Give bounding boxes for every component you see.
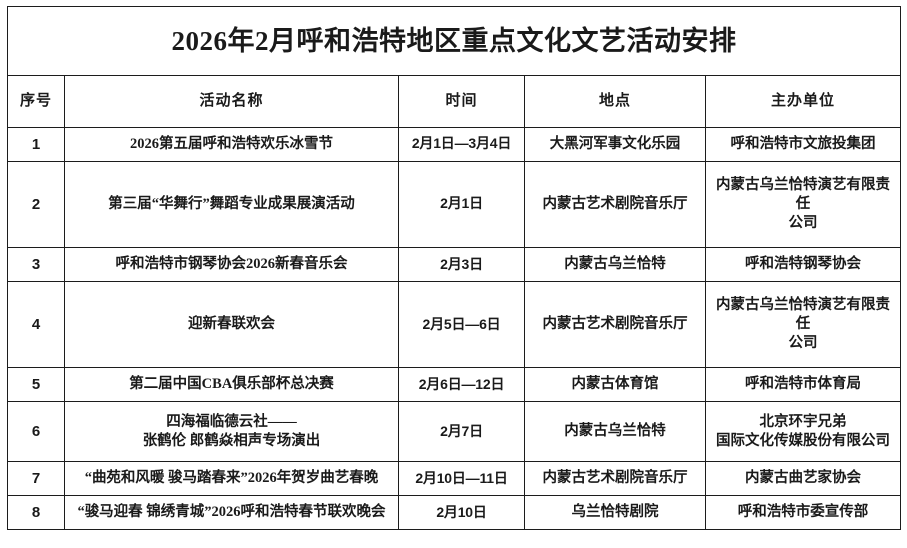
cell-name: 2026第五届呼和浩特欢乐冰雪节 — [64, 127, 399, 162]
column-header-place: 地点 — [524, 75, 706, 128]
table-row: 3 呼和浩特市钢琴协会2026新春音乐会 2月3日 内蒙古乌兰恰特 呼和浩特钢琴协会 — [7, 247, 902, 282]
cell-place: 内蒙古艺术剧院音乐厅 — [524, 461, 706, 497]
schedule-table: 2026年2月呼和浩特地区重点文化文艺活动安排 序号 活动名称 时间 地点 主办单位 1… — [6, 6, 902, 530]
cell-place: 乌兰恰特剧院 — [524, 495, 706, 530]
cell-org: 呼和浩特钢琴协会 — [704, 247, 902, 282]
cell-line: 张鹤伦 郎鹤焱相声专场演出 — [142, 433, 321, 450]
cell-org: 内蒙古乌兰恰特演艺有限责任公司 — [704, 160, 902, 249]
cell-seq: 1 — [7, 127, 65, 162]
page-title: 2026年2月呼和浩特地区重点文化文艺活动安排 — [6, 6, 902, 76]
cell-place: 内蒙古体育馆 — [524, 367, 706, 402]
cell-seq: 4 — [7, 280, 65, 369]
cell-place: 内蒙古艺术剧院音乐厅 — [524, 160, 706, 249]
cell-seq: 2 — [7, 160, 65, 249]
cell-name: 呼和浩特市钢琴协会2026新春音乐会 — [64, 247, 399, 282]
column-header-name: 活动名称 — [64, 75, 399, 128]
cell-place: 内蒙古乌兰恰特 — [524, 247, 706, 282]
column-header-time: 时间 — [398, 75, 525, 128]
cell-line: 内蒙古艺术剧院音乐厅 — [542, 470, 688, 487]
cell-line: 内蒙古乌兰恰特演艺有限责任 — [716, 297, 890, 332]
cell-name: 四海福临德云社—— 张鹤伦 郎鹤焱相声专场演出 — [64, 400, 399, 463]
cell-line: 北京环宇兄弟 — [759, 413, 847, 430]
cell-line: 第三届“华舞行”舞蹈专业成果展演活动 — [108, 196, 355, 213]
cell-org: 内蒙古曲艺家协会 — [704, 461, 902, 497]
cell-time: 2月7日 — [398, 400, 525, 463]
cell-line: 内蒙古艺术剧院音乐厅 — [542, 316, 688, 333]
cell-line: 呼和浩特市文旅投集团 — [730, 136, 876, 153]
cell-place: 大黑河军事文化乐园 — [524, 127, 706, 162]
cell-line: 公司 — [788, 335, 818, 352]
cell-line: 内蒙古乌兰恰特 — [564, 423, 666, 440]
cell-line: 内蒙古乌兰恰特演艺有限责任 — [716, 177, 890, 212]
table-row: 8 “骏马迎春 锦绣青城”2026呼和浩特春节联欢晚会 2月10日 乌兰恰特剧院 呼和浩… — [7, 495, 902, 530]
cell-line: 第二届中国CBA俱乐部杯总决赛 — [129, 376, 334, 393]
column-header-seq: 序号 — [7, 75, 65, 128]
cell-name: 第三届“华舞行”舞蹈专业成果展演活动 — [64, 160, 399, 249]
cell-line: 呼和浩特市委宣传部 — [737, 504, 869, 521]
cell-line: 内蒙古艺术剧院音乐厅 — [542, 196, 688, 213]
cell-line: 内蒙古曲艺家协会 — [745, 470, 861, 487]
cell-time: 2月1日—3月4日 — [398, 127, 525, 162]
cell-seq: 3 — [7, 247, 65, 282]
cell-line: 国际文化传媒股份有限公司 — [716, 433, 890, 450]
table-row: 4 迎新春联欢会 2月5日—6日 内蒙古艺术剧院音乐厅 内蒙古乌兰恰特演艺有限责任 公司 — [7, 280, 902, 369]
cell-line: 乌兰恰特剧院 — [571, 504, 659, 521]
cell-name: 第二届中国CBA俱乐部杯总决赛 — [64, 367, 399, 402]
cell-time: 2月6日—12日 — [398, 367, 525, 402]
cell-name: “骏马迎春 锦绣青城”2026呼和浩特春节联欢晚会 — [64, 495, 399, 530]
title-row: 2026年2月呼和浩特地区重点文化文艺活动安排 — [6, 6, 902, 76]
table-row: 2 第三届“华舞行”舞蹈专业成果展演活动 2月1日 内蒙古艺术剧院音乐厅 内蒙古乌兰恰特… — [7, 160, 902, 249]
cell-place: 内蒙古艺术剧院音乐厅 — [524, 280, 706, 369]
cell-org: 呼和浩特市体育局 — [704, 367, 902, 402]
cell-time: 2月5日—6日 — [398, 280, 525, 369]
cell-seq: 6 — [7, 400, 65, 463]
table-row: 6 四海福临德云社—— 张鹤伦 郎鹤焱相声专场演出 2月7日 内蒙古乌兰恰特 北京环宇兄弟… — [7, 400, 902, 463]
cell-line: 2026第五届呼和浩特欢乐冰雪节 — [130, 136, 333, 153]
cell-time: 2月10日 — [398, 495, 525, 530]
cell-line: 呼和浩特市钢琴协会2026新春音乐会 — [115, 256, 348, 273]
cell-seq: 5 — [7, 367, 65, 402]
cell-line: “曲苑和风暖 骏马踏春来”2026年贺岁曲艺春晚 — [84, 470, 379, 487]
cell-place: 内蒙古乌兰恰特 — [524, 400, 706, 463]
cell-name: “曲苑和风暖 骏马踏春来”2026年贺岁曲艺春晚 — [64, 461, 399, 497]
cell-line: 公司 — [788, 215, 818, 232]
cell-time: 2月1日 — [398, 160, 525, 249]
table-row: 5 第二届中国CBA俱乐部杯总决赛 2月6日—12日 内蒙古体育馆 呼和浩特市体育局 — [7, 367, 902, 402]
cell-org: 呼和浩特市委宣传部 — [704, 495, 902, 530]
schedule-table-body: 2026年2月呼和浩特地区重点文化文艺活动安排 序号 活动名称 时间 地点 主办单位 1… — [6, 6, 902, 530]
column-header-row: 序号 活动名称 时间 地点 主办单位 — [7, 75, 902, 128]
cell-name: 迎新春联欢会 — [64, 280, 399, 369]
table-row: 1 2026第五届呼和浩特欢乐冰雪节 2月1日—3月4日 大黑河军事文化乐园 呼和浩特市… — [7, 127, 902, 162]
cell-org: 北京环宇兄弟国际文化传媒股份有限公司 — [704, 400, 902, 463]
cell-time: 2月3日 — [398, 247, 525, 282]
table-row: 7 “曲苑和风暖 骏马踏春来”2026年贺岁曲艺春晚 2月10日—11日 内蒙古艺术剧… — [7, 461, 902, 497]
cell-line: 迎新春联欢会 — [188, 316, 275, 333]
cell-line: 呼和浩特市体育局 — [745, 376, 861, 393]
cell-time: 2月10日—11日 — [398, 461, 525, 497]
cell-org: 内蒙古乌兰恰特演艺有限责任公司 — [704, 280, 902, 369]
cell-org: 呼和浩特市文旅投集团 — [704, 127, 902, 162]
cell-line: “骏马迎春 锦绣青城”2026呼和浩特春节联欢晚会 — [77, 504, 386, 521]
cell-seq: 7 — [7, 461, 65, 497]
cell-line: 内蒙古体育馆 — [571, 376, 659, 393]
cell-line: 四海福临德云社—— — [166, 413, 297, 430]
cell-line: 大黑河军事文化乐园 — [549, 136, 681, 153]
cell-seq: 8 — [7, 495, 65, 530]
schedule-table-container: 2026年2月呼和浩特地区重点文化文艺活动安排 序号 活动名称 时间 地点 主办单位 1… — [6, 6, 902, 530]
cell-line: 内蒙古乌兰恰特 — [564, 256, 666, 273]
column-header-org: 主办单位 — [704, 75, 902, 128]
cell-line: 呼和浩特钢琴协会 — [745, 256, 861, 273]
